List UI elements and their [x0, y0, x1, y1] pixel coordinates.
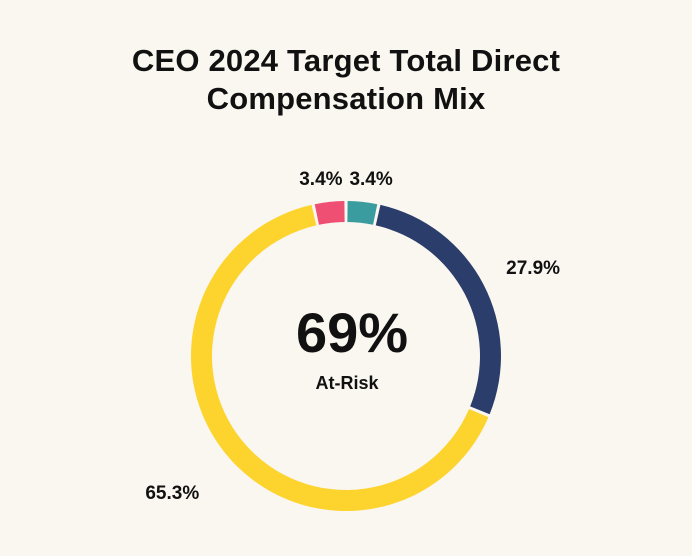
segment-labels: 3.4% 27.9% 65.3% 3.4% [145, 169, 560, 504]
at-risk-percentage: 69% [296, 301, 408, 364]
chart-title: CEO 2024 Target Total Direct Compensatio… [0, 42, 692, 118]
chart-title-line-2: Compensation Mix [206, 81, 486, 116]
segment-label-3: 65.3% [145, 483, 199, 504]
chart-title-line-1: CEO 2024 Target Total Direct [131, 43, 561, 78]
segment-label-4: 3.4% [299, 169, 342, 190]
segment-label-2: 27.9% [506, 258, 560, 279]
donut-segments [190, 201, 501, 512]
at-risk-label: At-Risk [315, 373, 379, 393]
donut-segment-4 [314, 201, 345, 225]
segment-label-1: 3.4% [349, 169, 392, 190]
donut-segment-1 [347, 201, 378, 225]
donut-segment-2 [375, 204, 501, 415]
